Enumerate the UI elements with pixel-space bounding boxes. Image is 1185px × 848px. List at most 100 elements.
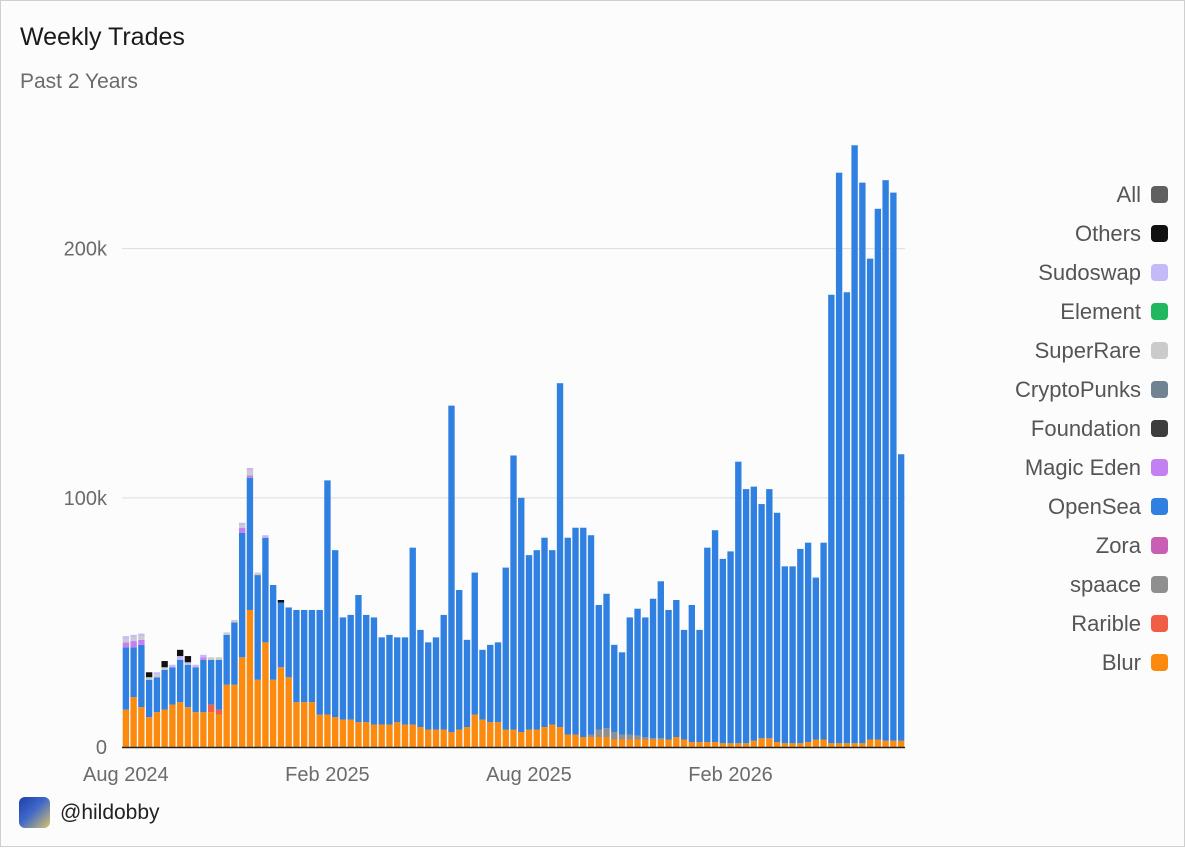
x-tick-label: Aug 2024 (83, 764, 169, 786)
bar-segment-blur (301, 702, 308, 747)
bar-segment-opensea (773, 512, 781, 743)
bar-segment-superrare (138, 636, 145, 640)
bar-segment-blur (657, 739, 664, 747)
bar-segment-blur (533, 729, 540, 747)
bar-segment-blur (843, 743, 851, 747)
x-tick-label: Feb 2026 (688, 764, 773, 786)
bar-segment-opensea (432, 637, 440, 730)
legend-item-element[interactable]: Element (1060, 292, 1168, 331)
bar-segment-blur (820, 739, 827, 747)
bar-segment-blur (742, 743, 750, 747)
bar-segment-blur (494, 722, 502, 747)
bar-segment-opensea (277, 602, 285, 668)
bar-segment-sudoswap (153, 672, 161, 675)
bar-segment-opensea (587, 535, 595, 735)
bar-segment-rarible (207, 704, 215, 713)
bar-segment-opensea (231, 622, 238, 685)
bar-segment-others (145, 672, 153, 678)
bar-segment-opensea (316, 609, 323, 715)
bar-segment-spaace (634, 735, 641, 740)
bar-segment-opensea (618, 652, 626, 735)
bar-segment-opensea (487, 644, 494, 723)
bar-segment-spaace (611, 732, 618, 740)
legend-item-blur[interactable]: Blur (1102, 643, 1168, 682)
bar-segment-blur (851, 743, 858, 747)
legend-label: CryptoPunks (1015, 376, 1141, 402)
bar-segment-superrare (238, 525, 246, 528)
bar-segment-blur (673, 737, 680, 747)
legend-label: Sudoswap (1038, 259, 1141, 285)
bar-segment-blur (409, 724, 416, 747)
bar-segment-blur (502, 729, 509, 747)
bar-segment-opensea (626, 617, 633, 735)
bar-segment-blur (262, 642, 269, 747)
legend-swatch (1151, 225, 1168, 242)
bar-segment-blur (549, 724, 556, 747)
legend-item-all[interactable]: All (1117, 175, 1168, 214)
bar-segment-blur (138, 707, 145, 747)
bar-segment-spaace (626, 734, 633, 740)
bar-segment-blur (603, 737, 610, 747)
bar-segment-blur (510, 729, 517, 747)
bar-segment-opensea (572, 527, 579, 735)
bar-segment-blur (882, 740, 889, 747)
legend-item-foundation[interactable]: Foundation (1031, 409, 1168, 448)
bar-segment-opensea (525, 555, 533, 730)
user-avatar-icon (19, 797, 50, 828)
bar-segment-blur (223, 684, 230, 747)
legend-label: SuperRare (1034, 337, 1141, 363)
bar-segment-opensea (401, 637, 409, 725)
bar-segment-blur (564, 734, 571, 747)
legend-item-cryptopunks[interactable]: CryptoPunks (1015, 370, 1168, 409)
legend-item-opensea[interactable]: OpenSea (1048, 487, 1168, 526)
legend-item-spaace[interactable]: spaace (1070, 565, 1168, 604)
bar-segment-magic-eden (138, 639, 145, 645)
bar-segment-opensea (246, 477, 254, 610)
x-tick-label: Feb 2025 (285, 764, 370, 786)
bar-segment-blur (355, 722, 362, 747)
chart-title: Weekly Trades (20, 23, 185, 51)
bar-segment-opensea (161, 669, 168, 710)
legend-item-others[interactable]: Others (1075, 214, 1168, 253)
bar-segment-superrare (223, 632, 230, 635)
bar-segment-spaace (595, 729, 602, 738)
legend-item-rarible[interactable]: Rarible (1071, 604, 1168, 643)
bar-segment-sudoswap (238, 522, 246, 526)
bar-segment-opensea (649, 598, 657, 739)
bar-segment-blur (735, 743, 742, 747)
bar-segment-blur (711, 742, 719, 747)
bar-segment-superrare (145, 677, 153, 680)
bar-segment-spaace (618, 734, 626, 740)
bar-segment-magic-eden (122, 642, 130, 648)
bar-segment-blur (339, 719, 347, 747)
bar-segment-spaace (587, 734, 595, 738)
legend-item-superrare[interactable]: SuperRare (1035, 331, 1168, 370)
legend-label: Element (1060, 298, 1141, 324)
bar-segment-blur (773, 742, 781, 747)
bar-segment-blur (332, 717, 339, 747)
bar-segment-blur (642, 739, 649, 747)
bar-segment-opensea (518, 497, 525, 733)
bar-segment-opensea (564, 537, 571, 735)
legend-swatch (1151, 264, 1168, 281)
chart-subtitle: Past 2 Years (20, 70, 138, 93)
bar-segment-blur (696, 742, 703, 747)
bar-segment-sudoswap (122, 636, 130, 639)
bar-segment-blur (285, 677, 292, 747)
bar-segment-opensea (727, 551, 734, 744)
bar-segment-opensea (378, 637, 385, 725)
legend-swatch (1151, 186, 1168, 203)
bar-segment-blur (487, 722, 494, 747)
legend-item-magic-eden[interactable]: Magic Eden (1025, 448, 1168, 487)
legend-item-sudoswap[interactable]: Sudoswap (1038, 253, 1168, 292)
bar-segment-blur (347, 719, 354, 747)
bar-segment-opensea (425, 642, 432, 730)
legend-item-zora[interactable]: Zora (1096, 526, 1168, 565)
bar-segment-opensea (269, 585, 277, 680)
bar-segment-opensea (130, 647, 137, 698)
bar-segment-superrare (207, 657, 215, 660)
bar-segment-opensea (797, 548, 804, 744)
bar-segment-opensea (176, 659, 184, 703)
